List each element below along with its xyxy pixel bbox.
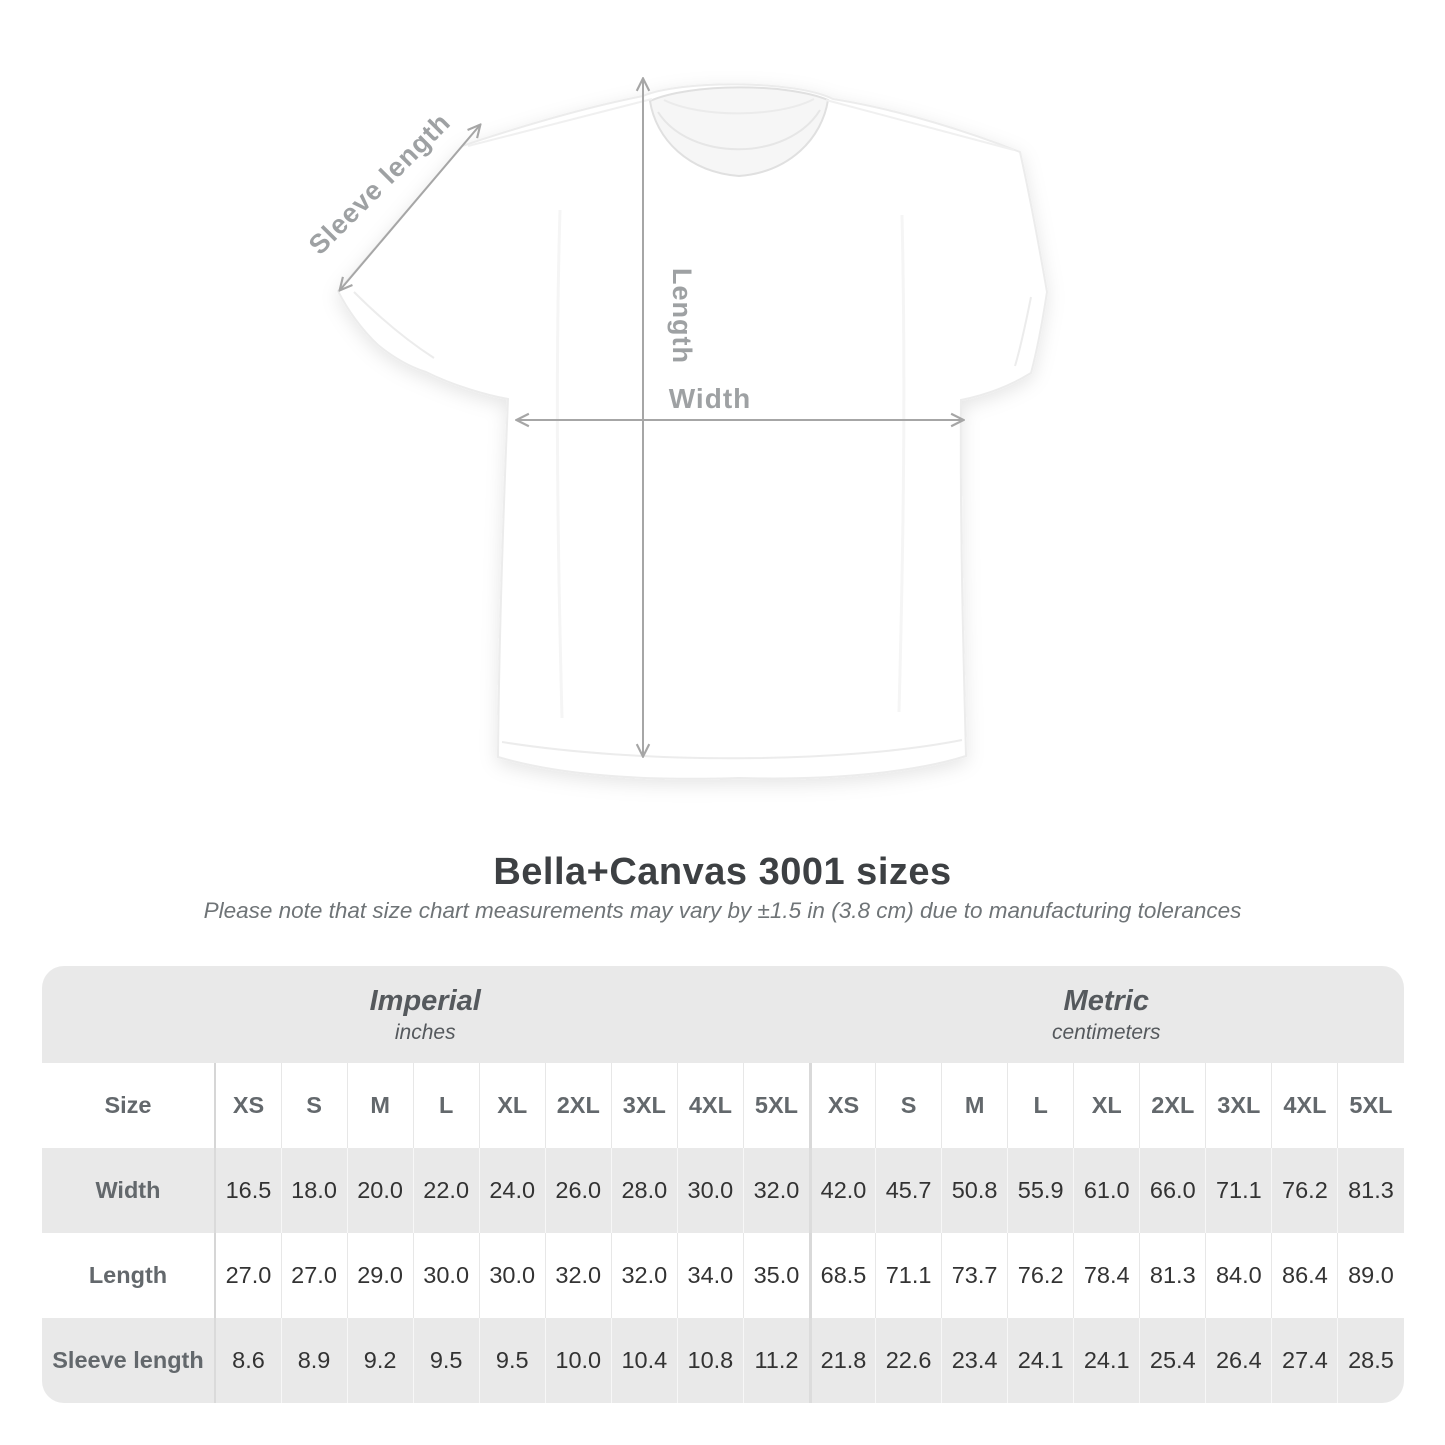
width-label: Width bbox=[669, 383, 752, 414]
size-header-metric-2xl: 2XL bbox=[1139, 1063, 1205, 1148]
sleeve-length-imperial-5xl: 11.2 bbox=[742, 1318, 809, 1403]
width-metric-m: 50.8 bbox=[941, 1148, 1007, 1233]
width-imperial-xl: 24.0 bbox=[478, 1148, 545, 1233]
width-metric-2xl: 66.0 bbox=[1139, 1148, 1205, 1233]
width-imperial-xs: 16.5 bbox=[214, 1148, 280, 1233]
size-header-imperial-l: L bbox=[412, 1063, 479, 1148]
table-row-length: Length 27.0 27.0 29.0 30.0 30.0 32.0 32.0 34.0 35… bbox=[41, 1233, 1404, 1318]
sleeve-length-arrow bbox=[340, 125, 480, 290]
size-header-metric-s: S bbox=[875, 1063, 941, 1148]
length-imperial-2xl: 32.0 bbox=[544, 1233, 611, 1318]
metric-label: Metric bbox=[1063, 984, 1149, 1017]
length-imperial-4xl: 34.0 bbox=[676, 1233, 743, 1318]
size-header-imperial-3xl: 3XL bbox=[610, 1063, 677, 1148]
length-metric-xl: 78.4 bbox=[1073, 1233, 1139, 1318]
length-metric-4xl: 86.4 bbox=[1271, 1233, 1337, 1318]
length-imperial-5xl: 35.0 bbox=[742, 1233, 809, 1318]
page-title: Bella+Canvas 3001 sizes bbox=[493, 851, 952, 893]
row-label-length: Length bbox=[88, 1262, 168, 1288]
size-header-metric-5xl: 5XL bbox=[1337, 1063, 1403, 1148]
sleeve-length-imperial-4xl: 10.8 bbox=[676, 1318, 743, 1403]
width-imperial-m: 20.0 bbox=[346, 1148, 413, 1233]
length-metric-l: 76.2 bbox=[1007, 1233, 1073, 1318]
width-metric-5xl: 81.3 bbox=[1337, 1148, 1403, 1233]
width-metric-xs: 42.0 bbox=[808, 1148, 875, 1233]
metric-header: Metric centimeters bbox=[809, 966, 1404, 1063]
measurement-arrows bbox=[340, 79, 963, 756]
size-header-metric-m: M bbox=[941, 1063, 1007, 1148]
width-metric-s: 45.7 bbox=[875, 1148, 941, 1233]
length-imperial-3xl: 32.0 bbox=[610, 1233, 677, 1318]
size-header-metric-xs: XS bbox=[808, 1063, 875, 1148]
length-imperial-m: 29.0 bbox=[346, 1233, 413, 1318]
size-header-row: Size XS S M L XL 2XL 3XL 4XL 5XL XS S M L XL 2XL 3XL 4XL 5… bbox=[41, 1063, 1404, 1148]
length-metric-5xl: 89.0 bbox=[1337, 1233, 1403, 1318]
size-column-header: Size bbox=[104, 1092, 152, 1118]
imperial-sublabel: inches bbox=[394, 1020, 456, 1044]
metric-sublabel: centimeters bbox=[1051, 1020, 1161, 1044]
sleeve-length-metric-m: 23.4 bbox=[941, 1318, 1007, 1403]
width-metric-3xl: 71.1 bbox=[1205, 1148, 1271, 1233]
width-imperial-3xl: 28.0 bbox=[610, 1148, 677, 1233]
size-header-imperial-xs: XS bbox=[214, 1063, 280, 1148]
unit-header-row: Imperial inches Metric centimeters bbox=[41, 966, 1404, 1063]
width-metric-4xl: 76.2 bbox=[1271, 1148, 1337, 1233]
sleeve-length-metric-5xl: 28.5 bbox=[1337, 1318, 1403, 1403]
size-table-body: Size XS S M L XL 2XL 3XL 4XL 5XL XS S M L XL 2XL 3XL 4XL 5… bbox=[41, 1063, 1404, 1403]
width-imperial-5xl: 32.0 bbox=[742, 1148, 809, 1233]
size-header-metric-3xl: 3XL bbox=[1205, 1063, 1271, 1148]
width-imperial-4xl: 30.0 bbox=[676, 1148, 743, 1233]
size-header-imperial-5xl: 5XL bbox=[742, 1063, 809, 1148]
width-imperial-2xl: 26.0 bbox=[544, 1148, 611, 1233]
sleeve-length-metric-xl: 24.1 bbox=[1073, 1318, 1139, 1403]
sleeve-length-metric-l: 24.1 bbox=[1007, 1318, 1073, 1403]
length-metric-m: 73.7 bbox=[941, 1233, 1007, 1318]
length-label: Length bbox=[667, 268, 697, 364]
tshirt-body bbox=[336, 83, 1049, 780]
sleeve-length-imperial-xl: 9.5 bbox=[478, 1318, 545, 1403]
size-header-imperial-m: M bbox=[346, 1063, 413, 1148]
imperial-header: Imperial inches bbox=[42, 966, 809, 1063]
size-table: Imperial inches Metric centimeters Size X… bbox=[41, 966, 1404, 1403]
length-imperial-xs: 27.0 bbox=[214, 1233, 280, 1318]
length-imperial-xl: 30.0 bbox=[478, 1233, 545, 1318]
sleeve-length-imperial-2xl: 10.0 bbox=[544, 1318, 611, 1403]
sleeve-length-metric-s: 22.6 bbox=[875, 1318, 941, 1403]
size-header-imperial-4xl: 4XL bbox=[676, 1063, 743, 1148]
width-metric-xl: 61.0 bbox=[1073, 1148, 1139, 1233]
size-header-imperial-s: S bbox=[280, 1063, 347, 1148]
length-metric-s: 71.1 bbox=[875, 1233, 941, 1318]
width-imperial-l: 22.0 bbox=[412, 1148, 479, 1233]
size-header-metric-4xl: 4XL bbox=[1271, 1063, 1337, 1148]
width-imperial-s: 18.0 bbox=[280, 1148, 347, 1233]
sleeve-length-imperial-l: 9.5 bbox=[412, 1318, 479, 1403]
sleeve-length-imperial-s: 8.9 bbox=[280, 1318, 347, 1403]
length-metric-2xl: 81.3 bbox=[1139, 1233, 1205, 1318]
sleeve-length-metric-3xl: 26.4 bbox=[1205, 1318, 1271, 1403]
width-metric-l: 55.9 bbox=[1007, 1148, 1073, 1233]
length-metric-3xl: 84.0 bbox=[1205, 1233, 1271, 1318]
length-metric-xs: 68.5 bbox=[808, 1233, 875, 1318]
imperial-label: Imperial bbox=[369, 984, 481, 1017]
table-row-sleeve-length: Sleeve length 8.6 8.9 9.2 9.5 9.5 10.0 10.4 10.8… bbox=[41, 1318, 1404, 1403]
size-header-metric-xl: XL bbox=[1073, 1063, 1139, 1148]
tshirt-illustration: Sleeve length Length Width bbox=[303, 0, 1049, 780]
sleeve-length-metric-4xl: 27.4 bbox=[1271, 1318, 1337, 1403]
sleeve-length-imperial-3xl: 10.4 bbox=[610, 1318, 677, 1403]
size-header-metric-l: L bbox=[1007, 1063, 1073, 1148]
length-imperial-s: 27.0 bbox=[280, 1233, 347, 1318]
size-header-imperial-xl: XL bbox=[478, 1063, 545, 1148]
sleeve-length-metric-xs: 21.8 bbox=[808, 1318, 875, 1403]
sleeve-length-imperial-xs: 8.6 bbox=[214, 1318, 280, 1403]
table-row-width: Width 16.5 18.0 20.0 22.0 24.0 26.0 28.0 30.0 32.… bbox=[41, 1148, 1404, 1233]
size-header-imperial-2xl: 2XL bbox=[544, 1063, 611, 1148]
length-imperial-l: 30.0 bbox=[412, 1233, 479, 1318]
row-label-sleeve-length: Sleeve length bbox=[52, 1347, 204, 1373]
sleeve-length-metric-2xl: 25.4 bbox=[1139, 1318, 1205, 1403]
row-label-width: Width bbox=[95, 1177, 161, 1203]
sleeve-length-imperial-m: 9.2 bbox=[346, 1318, 413, 1403]
tshirt-measurement-diagram: Sleeve length Length Width bbox=[303, 0, 1049, 780]
tolerance-note: Please note that size chart measurements… bbox=[203, 898, 1242, 923]
